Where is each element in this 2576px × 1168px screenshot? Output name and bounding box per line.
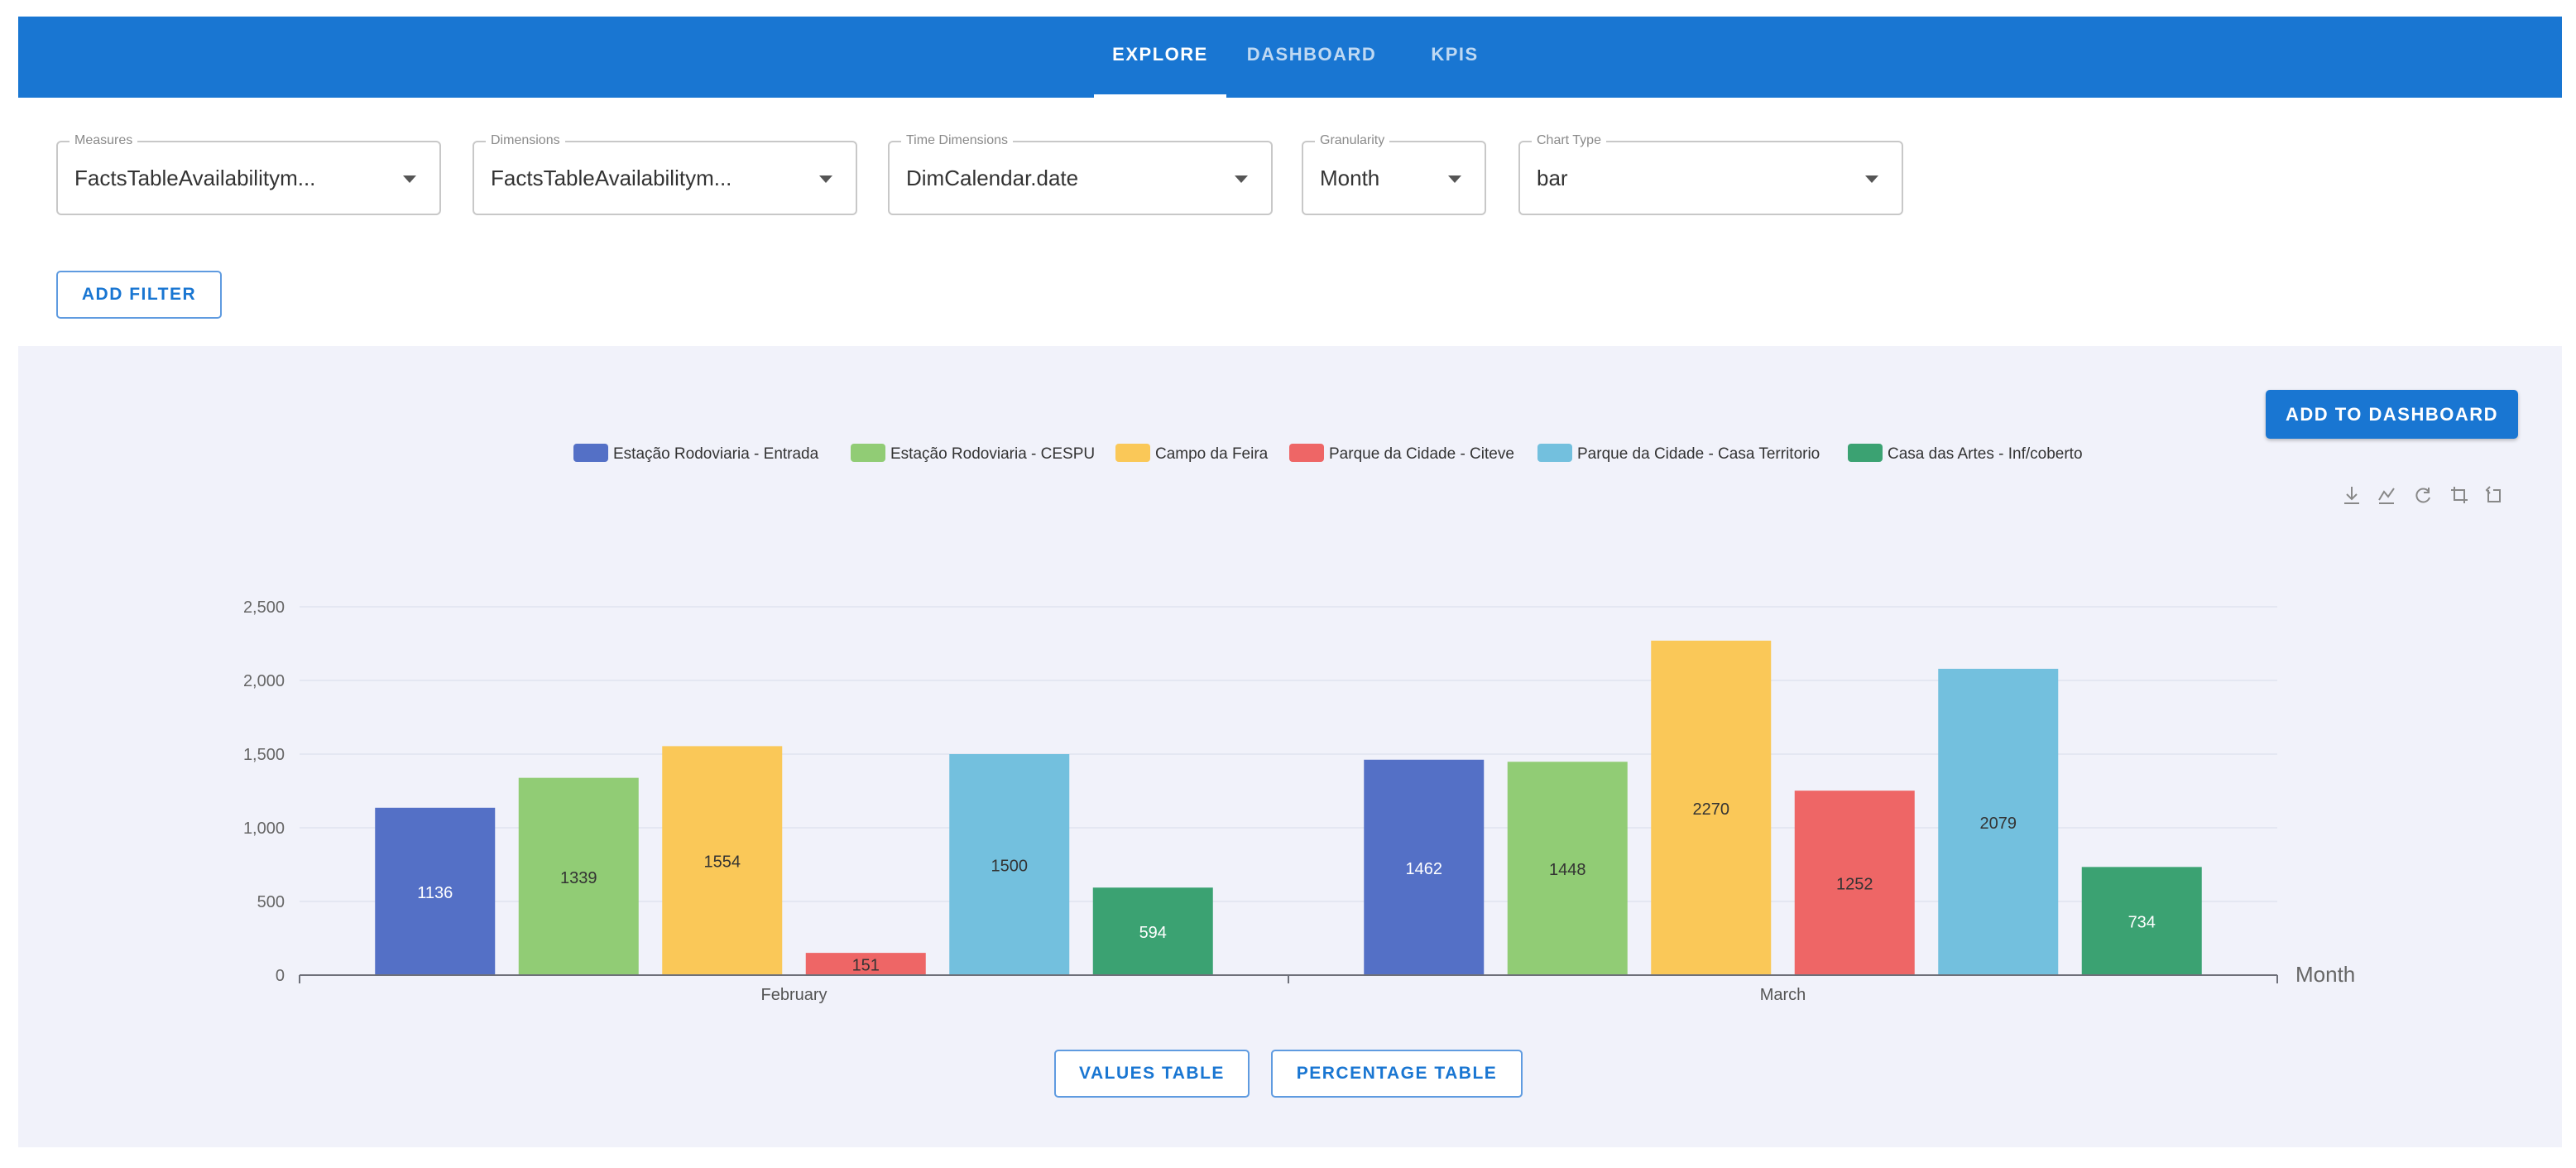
data-label: 1500 xyxy=(991,858,1029,876)
legend-swatch xyxy=(1537,444,1572,462)
legend-label: Campo da Feira xyxy=(1155,445,1269,463)
x-tick-label: March xyxy=(1760,986,1806,1004)
legend-swatch xyxy=(573,444,608,462)
legend-swatch xyxy=(1115,444,1150,462)
bar-6-february xyxy=(1092,887,1213,975)
data-label: 1339 xyxy=(560,869,597,887)
bar-6-march xyxy=(2081,867,2202,975)
download-icon[interactable] xyxy=(2344,487,2359,504)
data-label: 151 xyxy=(852,957,880,975)
time-dimensions-label: Time Dimensions xyxy=(901,133,1013,148)
chart-type-select[interactable]: Chart Type bar xyxy=(1518,133,1903,215)
granularity-select[interactable]: Granularity Month xyxy=(1302,133,1486,215)
chevron-down-icon xyxy=(819,175,832,183)
legend-label: Estação Rodoviaria - Entrada xyxy=(613,445,819,463)
measures-label: Measures xyxy=(70,133,138,148)
bar-2-march xyxy=(1507,762,1628,975)
legend-label: Casa das Artes - Inf/coberto xyxy=(1888,445,2083,463)
chevron-down-icon xyxy=(1865,175,1878,183)
bar-chart: Estação Rodoviaria - Entrada Estação Rodo… xyxy=(243,444,2501,1004)
x-axis-title: Month xyxy=(2295,962,2355,987)
x-axis: February March Month xyxy=(299,962,2355,1004)
bar-5-february xyxy=(949,754,1070,975)
bar-1-february xyxy=(375,807,496,975)
y-tick-label: 0 xyxy=(276,967,285,985)
dimensions-select[interactable]: Dimensions FactsTableAvailabilitym... xyxy=(473,133,857,215)
percentage-table-button[interactable]: PERCENTAGE TABLE xyxy=(1271,1050,1523,1098)
y-tick-label: 500 xyxy=(257,893,285,911)
time-dimensions-select[interactable]: Time Dimensions DimCalendar.date xyxy=(888,133,1273,215)
dimensions-label: Dimensions xyxy=(486,133,565,148)
chevron-down-icon xyxy=(403,175,416,183)
data-label: 1252 xyxy=(1836,876,1873,894)
time-dimensions-value: DimCalendar.date xyxy=(906,166,1079,190)
granularity-label: Granularity xyxy=(1315,133,1390,148)
bar-2-february xyxy=(518,777,639,975)
tab-explore[interactable]: EXPLORE xyxy=(1094,17,1226,98)
y-tick-label: 2,500 xyxy=(243,598,285,617)
top-navigation-bar: EXPLORE DASHBOARD KPIS xyxy=(18,17,2562,98)
y-tick-label: 2,000 xyxy=(243,672,285,690)
chevron-down-icon xyxy=(1235,175,1248,183)
data-label: 2079 xyxy=(1980,815,2017,833)
chevron-down-icon xyxy=(1448,175,1461,183)
data-label: 734 xyxy=(2128,914,2156,932)
bar-3-february xyxy=(662,746,783,975)
data-label: 1462 xyxy=(1406,860,1443,878)
zoom-icon[interactable] xyxy=(2451,487,2468,503)
add-filter-button[interactable]: ADD FILTER xyxy=(56,271,222,319)
bar-1-march xyxy=(1364,759,1485,975)
app-frame: EXPLORE DASHBOARD KPIS Measures FactsTab… xyxy=(18,17,2562,1147)
data-label: 1448 xyxy=(1549,861,1586,879)
chart-legend: Estação Rodoviaria - Entrada Estação Rodo… xyxy=(573,444,2083,463)
bar-5-march xyxy=(1938,668,2059,975)
tab-kpis[interactable]: KPIS xyxy=(1431,44,1479,65)
legend-swatch xyxy=(851,444,885,462)
dimensions-value: FactsTableAvailabilitym... xyxy=(491,166,732,190)
x-tick-label: February xyxy=(760,986,827,1004)
add-to-dashboard-button[interactable]: ADD TO DASHBOARD xyxy=(2266,390,2518,439)
data-label: 2270 xyxy=(1693,800,1730,819)
chart-type-label: Chart Type xyxy=(1532,133,1606,148)
granularity-value: Month xyxy=(1320,166,1380,190)
data-label: 594 xyxy=(1139,924,1167,942)
data-label: 1136 xyxy=(417,884,453,902)
chart-type-value: bar xyxy=(1537,166,1568,190)
restore-icon[interactable] xyxy=(2415,488,2430,503)
y-axis: 0 500 1,000 1,500 2,000 2,500 xyxy=(243,598,285,985)
values-table-button[interactable]: VALUES TABLE xyxy=(1054,1050,1250,1098)
y-tick-label: 1,500 xyxy=(243,746,285,764)
data-label: 1554 xyxy=(704,853,741,872)
y-tick-label: 1,000 xyxy=(243,820,285,838)
chart-panel: ADD TO DASHBOARD Estação Rodoviaria - En… xyxy=(18,346,2562,1147)
legend-label: Parque da Cidade - Citeve xyxy=(1329,445,1514,463)
legend-swatch xyxy=(1289,444,1324,462)
bar-3-march xyxy=(1651,640,1772,975)
legend-label: Parque da Cidade - Casa Territorio xyxy=(1577,445,1820,463)
line-chart-icon[interactable] xyxy=(2378,488,2395,504)
bar-4-march xyxy=(1794,791,1915,975)
bar-4-february xyxy=(805,953,926,975)
chart-toolbox xyxy=(2344,486,2501,504)
measures-value: FactsTableAvailabilitym... xyxy=(74,166,316,190)
chart-bars: 1136 1339 1554 151 1500 594 1462 1448 2270 1252 20… xyxy=(375,640,2202,975)
legend-swatch xyxy=(1848,444,1883,462)
tab-dashboard[interactable]: DASHBOARD xyxy=(1246,44,1377,65)
legend-label: Estação Rodoviaria - CESPU xyxy=(890,445,1095,463)
zoom-reset-icon[interactable] xyxy=(2485,486,2501,502)
measures-select[interactable]: Measures FactsTableAvailabilitym... xyxy=(56,133,441,215)
